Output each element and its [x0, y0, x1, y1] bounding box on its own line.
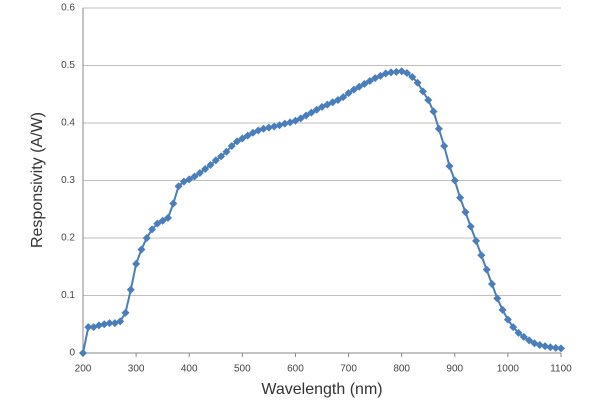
data-point: [296, 114, 305, 123]
data-point: [264, 123, 273, 132]
data-point: [519, 332, 528, 341]
data-point: [387, 68, 396, 77]
data-point: [94, 321, 103, 330]
data-point: [201, 165, 210, 173]
data-point: [169, 199, 178, 208]
data-point: [344, 89, 353, 98]
data-point: [238, 134, 247, 143]
data-point: [535, 340, 544, 349]
data-point: [126, 285, 135, 294]
data-point: [546, 343, 555, 352]
x-tick-label: 300: [128, 364, 145, 375]
data-point: [248, 128, 257, 137]
data-point: [498, 305, 507, 314]
data-point: [259, 124, 268, 133]
x-tick-label: 400: [181, 364, 198, 375]
data-point: [148, 225, 157, 234]
data-point: [445, 162, 454, 171]
data-point: [450, 176, 459, 185]
y-tick-label: 0.6: [61, 3, 75, 14]
data-point: [222, 147, 231, 156]
y-tick-label: 0.5: [61, 60, 75, 71]
data-point: [105, 319, 114, 328]
data-point: [503, 315, 512, 324]
data-point: [132, 259, 141, 268]
data-point: [360, 79, 369, 88]
x-axis-label: Wavelength (nm): [261, 381, 382, 398]
data-point: [333, 96, 342, 104]
data-point: [312, 105, 321, 114]
data-point: [233, 137, 242, 146]
data-point: [466, 222, 475, 231]
y-tick-label: 0.2: [61, 233, 75, 244]
x-tick-label: 200: [75, 364, 92, 375]
data-point: [487, 280, 496, 288]
data-point: [79, 349, 87, 357]
data-point: [355, 82, 364, 91]
data-point: [392, 67, 401, 76]
data-point: [100, 320, 109, 329]
data-point: [243, 131, 252, 140]
x-tick-label: 1100: [550, 364, 572, 375]
x-tick-label: 900: [446, 364, 463, 375]
data-point: [509, 323, 518, 332]
data-point: [557, 344, 565, 353]
data-point: [551, 343, 560, 352]
data-point: [456, 193, 465, 202]
data-point: [142, 234, 151, 242]
data-point: [514, 328, 523, 337]
data-point: [307, 108, 316, 117]
data-point: [84, 323, 93, 332]
y-tick-label: 0.3: [61, 175, 75, 186]
data-point: [461, 208, 470, 217]
data-point: [163, 213, 172, 222]
data-point: [153, 219, 162, 228]
data-point: [349, 85, 358, 94]
data-point: [217, 152, 226, 161]
data-point: [413, 78, 422, 87]
y-tick-label: 0: [69, 348, 75, 359]
data-point: [365, 77, 374, 86]
data-point: [227, 142, 236, 150]
data-point: [137, 245, 146, 254]
data-point: [493, 294, 502, 303]
x-tick-label: 700: [340, 364, 357, 375]
data-point: [482, 265, 491, 274]
data-point: [434, 124, 443, 133]
data-point: [418, 87, 427, 96]
data-point: [541, 342, 550, 351]
data-point: [477, 251, 486, 260]
data-point: [190, 172, 199, 181]
data-point: [116, 317, 125, 326]
data-point: [174, 182, 183, 191]
x-tick-label: 800: [393, 364, 410, 375]
data-point: [280, 119, 289, 128]
data-point: [381, 69, 390, 78]
series-line: [82, 70, 562, 354]
data-point: [429, 107, 438, 116]
data-point: [270, 122, 279, 131]
data-point: [424, 96, 433, 104]
x-tick-label: 1000: [497, 364, 520, 375]
data-point: [185, 175, 194, 184]
data-point: [206, 160, 215, 169]
y-axis-label: Responsivity (A/W): [29, 112, 46, 248]
data-point: [440, 142, 449, 150]
data-point: [402, 68, 411, 77]
data-point: [339, 93, 348, 102]
x-tick-label: 600: [287, 364, 304, 375]
x-tick-label: 500: [234, 364, 251, 375]
data-point: [158, 216, 167, 225]
data-point: [472, 236, 481, 245]
data-point: [408, 73, 417, 81]
data-point: [525, 336, 534, 345]
data-point: [302, 111, 311, 120]
data-point: [211, 156, 220, 165]
y-tick-label: 0.4: [61, 118, 75, 129]
data-point: [121, 308, 130, 317]
data-point: [195, 169, 204, 178]
y-tick-label: 0.1: [61, 290, 75, 301]
